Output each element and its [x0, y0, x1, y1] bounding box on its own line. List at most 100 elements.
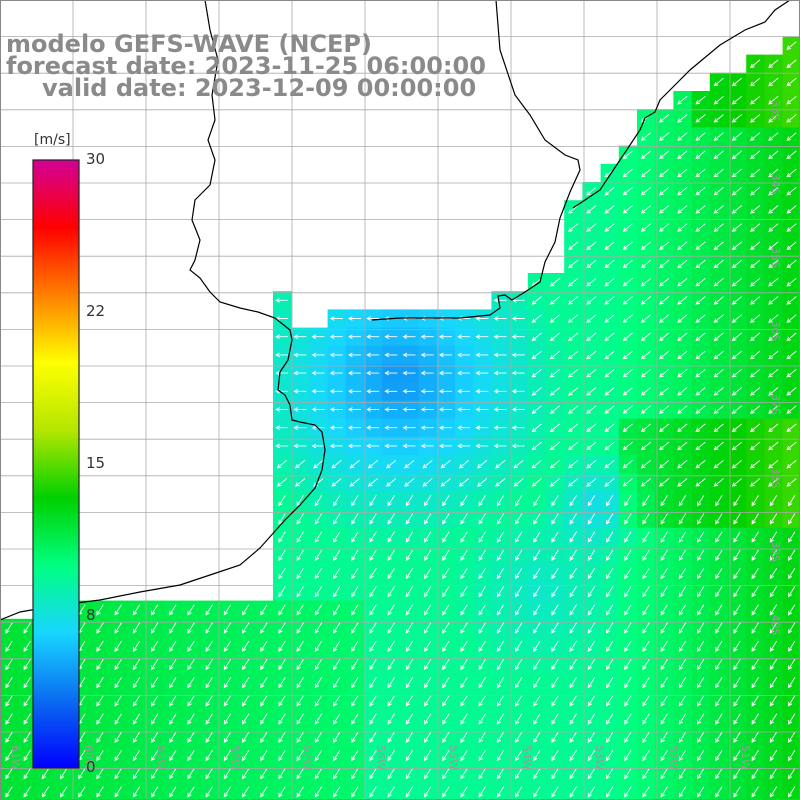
wind-arrow — [205, 695, 213, 707]
wind-arrow — [151, 713, 159, 725]
wind-arrow — [424, 604, 432, 616]
wind-arrow — [586, 241, 597, 251]
wind-arrow — [733, 695, 741, 707]
wind-arrow — [769, 640, 778, 652]
wind-arrow — [515, 768, 523, 780]
wind-arrow — [658, 132, 670, 141]
wind-arrow — [367, 459, 378, 469]
wind-arrow — [731, 314, 742, 323]
wind-arrow — [731, 114, 742, 123]
wind-arrow — [205, 622, 213, 634]
wind-arrow — [151, 786, 159, 798]
wind-arrow — [604, 441, 615, 451]
wind-arrow — [187, 640, 195, 652]
wind-arrow — [768, 241, 779, 251]
wind-arrow — [478, 749, 486, 762]
wind-arrow — [731, 368, 742, 378]
wind-arrow — [278, 495, 286, 507]
wind-arrow — [731, 205, 742, 214]
wind-arrow — [478, 731, 486, 743]
wind-arrow — [405, 549, 414, 561]
wind-arrow — [640, 405, 651, 414]
wind-arrow — [531, 459, 542, 469]
wind-arrow — [788, 513, 796, 525]
wind-arrow — [788, 695, 796, 707]
wind-arrow — [624, 731, 632, 743]
wind-arrow — [677, 132, 688, 141]
wind-arrow — [223, 622, 232, 634]
wind-arrow — [677, 259, 688, 269]
wind-arrow — [278, 695, 286, 707]
wind-arrow — [604, 296, 615, 305]
wind-arrow — [276, 459, 287, 469]
wind-arrow — [769, 749, 778, 762]
wind-arrow — [567, 441, 579, 451]
wind-arrow — [786, 478, 797, 487]
wind-arrow — [347, 407, 361, 412]
wind-arrow — [333, 749, 341, 762]
wind-arrow — [460, 622, 468, 634]
wind-arrow — [41, 768, 50, 780]
wind-arrow — [387, 640, 395, 652]
wind-arrow — [697, 640, 705, 652]
wind-arrow — [420, 389, 434, 394]
wind-arrow — [294, 478, 306, 487]
wind-arrow — [642, 640, 650, 652]
wind-arrow — [533, 658, 541, 671]
wind-arrow — [786, 41, 797, 50]
wind-arrow — [768, 259, 779, 269]
wind-arrow — [296, 640, 304, 652]
wind-arrow — [442, 495, 450, 507]
wind-arrow — [457, 425, 471, 430]
wind-arrow — [731, 168, 742, 178]
wind-arrow — [347, 316, 361, 321]
wind-arrow — [242, 768, 250, 780]
latitude-label: 33S — [769, 100, 782, 121]
wind-arrow — [496, 731, 505, 743]
wind-arrow — [751, 749, 759, 762]
wind-arrow — [713, 150, 724, 160]
wind-arrow — [587, 513, 596, 525]
wind-arrow — [768, 423, 779, 433]
wind-arrow — [422, 459, 433, 469]
wind-arrow — [606, 531, 614, 543]
wind-arrow — [438, 389, 452, 394]
wind-arrow — [697, 622, 705, 634]
wind-arrow — [278, 586, 286, 598]
wind-arrow — [749, 223, 761, 232]
wind-arrow — [660, 677, 668, 689]
wind-arrow — [642, 549, 650, 561]
wind-arrow — [278, 531, 286, 543]
wind-arrow — [751, 567, 759, 580]
wind-arrow — [331, 459, 342, 469]
wind-arrow — [96, 768, 104, 780]
wind-arrow — [515, 604, 523, 616]
wind-arrow — [622, 423, 633, 433]
wind-arrow — [678, 531, 687, 543]
wind-arrow — [187, 677, 195, 689]
wind-arrow — [604, 423, 615, 433]
wind-arrow — [132, 622, 141, 634]
wind-arrow — [569, 640, 577, 652]
wind-arrow — [442, 768, 450, 780]
wind-arrow — [695, 168, 706, 178]
wind-arrow — [640, 387, 651, 396]
wind-arrow — [697, 768, 705, 780]
wind-arrow — [678, 768, 687, 780]
wind-arrow — [296, 531, 304, 543]
wind-arrow — [749, 205, 761, 214]
wind-arrow — [642, 768, 650, 780]
wind-arrow — [606, 513, 614, 525]
wind-arrow — [768, 77, 779, 87]
wind-arrow — [786, 405, 797, 414]
wind-arrow — [478, 531, 486, 543]
wind-arrow — [768, 95, 779, 105]
wind-arrow — [275, 370, 289, 376]
wind-arrow — [114, 786, 122, 798]
wind-arrow — [460, 640, 468, 652]
valid-date: valid date: 2023-12-09 00:00:00 — [42, 74, 477, 102]
wind-arrow — [622, 478, 633, 487]
wind-arrow — [329, 425, 343, 430]
wind-arrow — [749, 77, 761, 87]
